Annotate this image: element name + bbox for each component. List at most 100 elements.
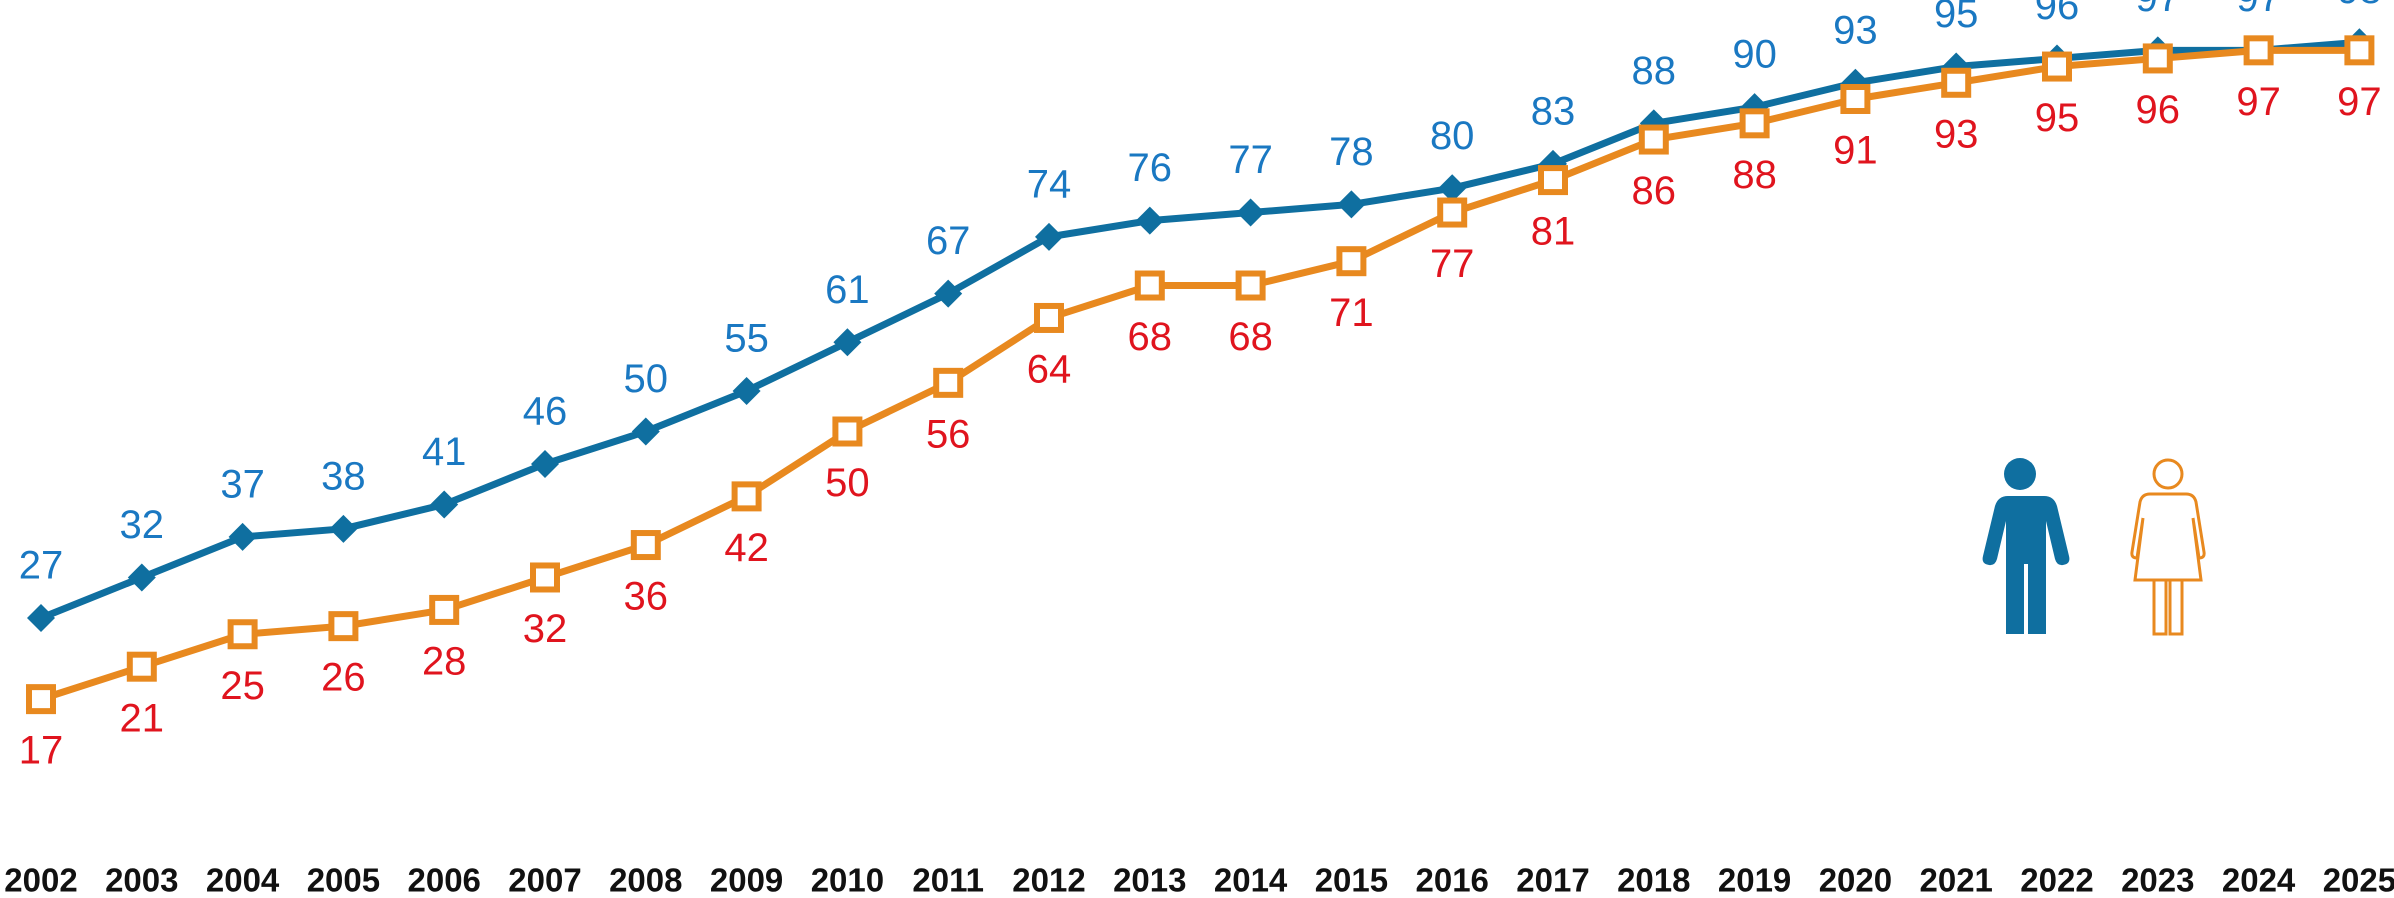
data-label: 32	[120, 503, 165, 547]
x-tick-label: 2005	[307, 862, 380, 898]
square-marker	[832, 416, 863, 447]
x-tick-label: 2018	[1617, 862, 1690, 898]
diamond-marker	[1337, 190, 1366, 219]
data-label: 36	[624, 575, 669, 619]
x-tick-label: 2012	[1012, 862, 1085, 898]
square-marker	[328, 611, 359, 642]
data-label: 68	[1128, 315, 1173, 359]
diamond-marker	[631, 417, 660, 446]
square-marker	[429, 594, 460, 625]
data-label: 61	[825, 268, 870, 312]
square-marker	[630, 530, 661, 561]
square-marker	[933, 367, 964, 398]
x-tick-label: 2024	[2222, 862, 2296, 898]
diamond-marker	[127, 563, 156, 592]
diamond-marker	[1135, 206, 1164, 235]
diamond-marker	[1035, 222, 1063, 251]
data-label: 42	[724, 526, 769, 570]
data-label: 93	[1833, 8, 1878, 52]
square-marker	[1235, 270, 1266, 301]
square-marker	[1840, 83, 1871, 114]
data-label: 26	[321, 656, 366, 700]
data-label: 64	[1027, 348, 1072, 392]
x-tick-label: 2014	[1214, 862, 1288, 898]
series-line	[39, 38, 2360, 622]
data-label: 91	[1833, 129, 1878, 173]
data-label: 50	[624, 357, 669, 401]
diamond-marker	[430, 490, 459, 519]
square-marker	[2142, 43, 2173, 74]
data-label: 93	[1934, 112, 1979, 156]
square-marker	[731, 481, 762, 512]
data-label: 32	[523, 607, 568, 651]
data-label: 97	[2236, 0, 2281, 20]
data-label: 37	[220, 462, 265, 506]
square-marker	[2344, 35, 2375, 66]
x-tick-label: 2010	[811, 862, 884, 898]
data-label: 71	[1329, 291, 1374, 335]
data-label: 77	[1228, 138, 1273, 182]
data-label: 97	[2337, 80, 2382, 124]
data-label: 21	[120, 696, 165, 740]
data-label: 50	[825, 461, 870, 505]
square-marker	[1638, 124, 1669, 155]
diamond-marker	[329, 514, 358, 543]
x-tick-label: 2003	[105, 862, 178, 898]
data-label: 81	[1531, 210, 1576, 254]
square-marker	[1336, 246, 1367, 277]
data-label: 68	[1228, 315, 1273, 359]
x-tick-label: 2017	[1516, 862, 1589, 898]
data-label: 46	[523, 390, 568, 434]
data-label: 55	[724, 317, 769, 361]
data-label: 27	[19, 544, 64, 588]
x-tick-label: 2002	[4, 862, 77, 898]
x-tick-label: 2016	[1415, 862, 1488, 898]
x-tick-label: 2008	[609, 862, 682, 898]
square-marker	[2243, 35, 2274, 66]
data-label: 67	[926, 219, 971, 263]
data-label: 76	[1128, 146, 1173, 190]
data-label: 38	[321, 454, 366, 498]
square-marker	[126, 651, 157, 682]
data-label: 80	[1430, 114, 1475, 158]
data-label: 95	[1934, 0, 1979, 36]
data-label: 88	[1732, 153, 1777, 197]
square-marker	[1538, 165, 1568, 196]
data-label: 83	[1531, 89, 1576, 133]
square-marker	[2042, 51, 2072, 82]
data-label: 96	[2136, 88, 2181, 132]
x-tick-label: 2015	[1315, 862, 1388, 898]
data-label: 78	[1329, 130, 1374, 174]
diamond-marker	[934, 279, 963, 308]
x-tick-label: 2023	[2121, 862, 2194, 898]
data-label: 77	[1430, 242, 1475, 286]
data-label: 56	[926, 412, 971, 456]
x-tick-label: 2011	[912, 862, 984, 898]
data-label: 97	[2236, 80, 2281, 124]
square-marker	[26, 684, 56, 715]
square-marker	[1134, 270, 1165, 301]
square-marker	[1034, 302, 1064, 333]
man-icon	[1982, 458, 2070, 634]
square-marker	[1437, 197, 1468, 228]
data-label: 28	[422, 639, 467, 683]
diamond-marker	[228, 522, 257, 551]
data-label: 95	[2035, 96, 2080, 140]
data-label: 98	[2337, 0, 2382, 12]
x-tick-label: 2009	[710, 862, 783, 898]
x-tick-label: 2020	[1819, 862, 1892, 898]
x-tick-label: 2021	[1919, 862, 1992, 898]
data-label: 74	[1027, 162, 1072, 206]
diamond-marker	[1236, 198, 1265, 227]
diamond-marker	[833, 328, 862, 357]
square-marker	[227, 619, 258, 650]
data-label: 25	[220, 664, 265, 708]
data-label: 41	[422, 430, 467, 474]
x-tick-label: 2013	[1113, 862, 1186, 898]
diamond-marker	[732, 376, 761, 405]
diamond-marker	[1639, 109, 1668, 138]
x-tick-label: 2019	[1718, 862, 1791, 898]
data-label: 88	[1632, 49, 1677, 93]
diamond-marker	[27, 604, 55, 633]
